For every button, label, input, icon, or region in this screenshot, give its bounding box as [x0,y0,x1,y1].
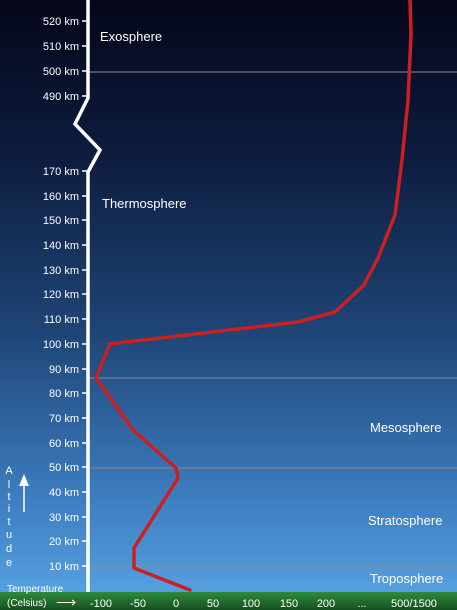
altitude-axis [72,0,103,592]
altitude-label-letter: l [8,479,10,491]
altitude-tick-label: 100 km [43,339,79,351]
temperature-tick-label: ... [357,598,366,610]
altitude-tick-labels: 520 km 510 km 500 km 490 km 170 km 160 km 150 … [43,16,79,573]
altitude-tick-label: 80 km [49,388,79,400]
altitude-label-letter: t [7,491,10,503]
altitude-tick-label: 500 km [43,66,79,78]
temperature-tick-label: 0 [173,598,179,610]
altitude-tick-label: 490 km [43,91,79,103]
altitude-tick-marks [82,20,89,567]
altitude-label-letter: u [6,529,12,541]
layer-label-thermosphere: Thermosphere [102,196,187,211]
altitude-label-letter: i [8,503,10,515]
altitude-tick-label: 50 km [49,462,79,474]
temperature-tick-label: -50 [130,598,146,610]
layer-label-stratosphere: Stratosphere [368,513,442,528]
altitude-tick-label: 70 km [49,413,79,425]
layer-label-troposphere: Troposphere [370,571,443,586]
altitude-label-letter: e [6,557,12,569]
temperature-unit-label: (Celsius) [7,598,46,609]
altitude-tick-label: 90 km [49,364,79,376]
altitude-tick-label: 150 km [43,215,79,227]
altitude-tick-label: 60 km [49,438,79,450]
altitude-tick-label: 130 km [43,265,79,277]
altitude-label-letter: d [6,543,12,555]
altitude-tick-label: 30 km [49,512,79,524]
layer-label-exosphere: Exosphere [100,29,162,44]
altitude-tick-label: 140 km [43,240,79,252]
temperature-label: Temperature [7,584,64,595]
altitude-tick-label: 40 km [49,487,79,499]
ground-strip [0,592,457,610]
temperature-tick-label: 200 [317,598,335,610]
altitude-tick-label: 110 km [44,314,79,326]
altitude-label-letter: t [7,516,10,528]
temperature-tick-label: 150 [280,598,298,610]
altitude-tick-label: 510 km [43,41,79,53]
altitude-label-letter: A [5,465,13,477]
layer-label-mesosphere: Mesosphere [370,420,442,435]
temperature-tick-label: -100 [90,598,112,610]
altitude-tick-label: 160 km [43,191,79,203]
altitude-tick-label: 170 km [43,166,79,178]
altitude-tick-label: 520 km [43,16,79,28]
altitude-tick-label: 120 km [43,289,79,301]
temperature-tick-labels: -100 -50 0 50 100 150 200... 500/1500 [90,598,437,610]
altitude-tick-label: 10 km [49,561,79,573]
temperature-profile-line [94,0,413,592]
temperature-arrow-icon: ⟶ [56,594,76,610]
temperature-tick-label: 100 [242,598,260,610]
altitude-arrow-head [19,474,29,486]
temperature-tick-label: 500/1500 [391,598,437,610]
altitude-tick-label: 20 km [49,536,79,548]
temperature-tick-label: 50 [207,598,219,610]
